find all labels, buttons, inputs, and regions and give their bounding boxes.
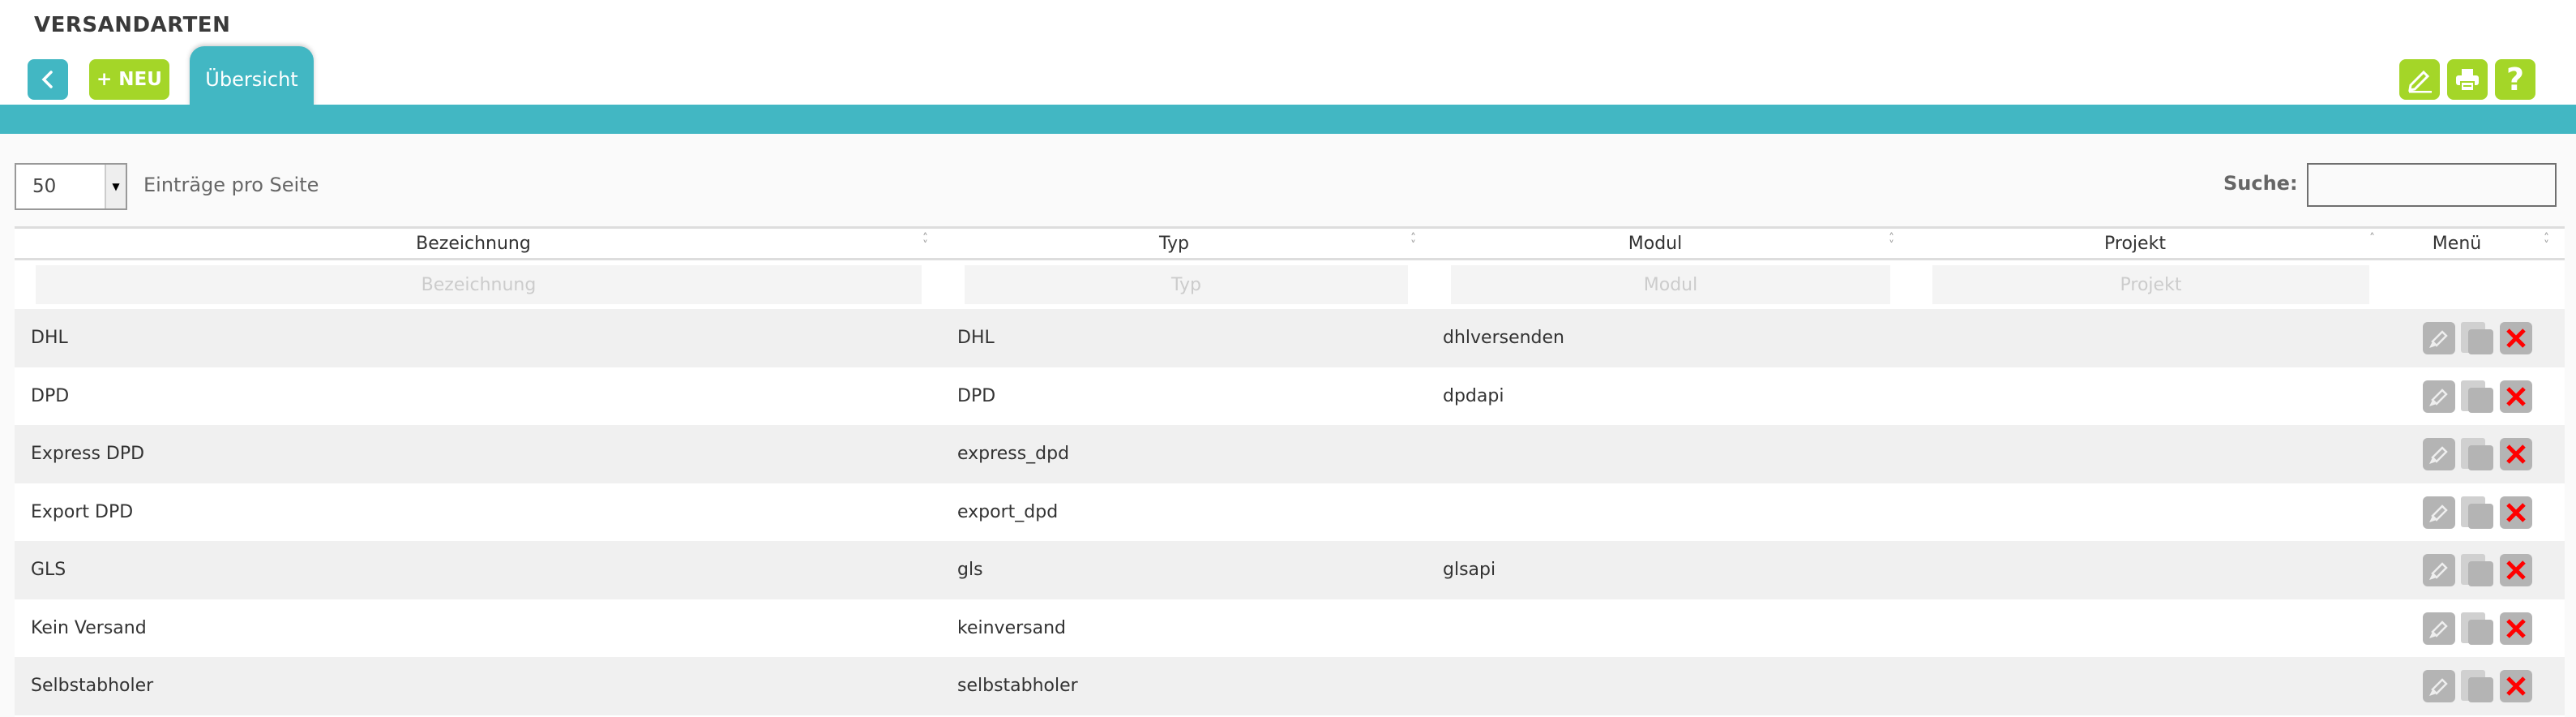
table-row[interactable]: DPD DPD dpdapi xyxy=(15,367,2565,426)
cell-modul: glsapi xyxy=(1443,560,1496,581)
sort-asc-icon[interactable]: ˄ xyxy=(2369,232,2375,245)
cell-bezeichnung: Kein Versand xyxy=(31,617,147,638)
delete-icon[interactable] xyxy=(2500,670,2532,702)
cell-typ: DHL xyxy=(957,328,995,349)
print-button[interactable] xyxy=(2447,59,2488,100)
tab-bar xyxy=(0,105,2576,134)
page-size-select[interactable]: 50 ▼ xyxy=(15,163,127,210)
shipping-methods-table: Bezeichnung ˄ ˅ Typ ˄ ˅ Modul ˄ ˅ Projekt ˄… xyxy=(15,226,2565,717)
table-row[interactable]: Kein Versand keinversand xyxy=(15,599,2565,658)
delete-icon[interactable] xyxy=(2500,438,2532,470)
copy-icon[interactable] xyxy=(2461,438,2493,470)
cell-modul: dhlversenden xyxy=(1443,328,1565,349)
cell-bezeichnung: Export DPD xyxy=(31,501,134,522)
cell-typ: DPD xyxy=(957,385,996,406)
search-label: Suche: xyxy=(2223,172,2298,195)
column-header-projekt[interactable]: Projekt xyxy=(2104,233,2166,254)
table-row[interactable]: Export DPD export_dpd xyxy=(15,483,2565,542)
search-input[interactable] xyxy=(2307,163,2557,207)
copy-icon[interactable] xyxy=(2461,670,2493,702)
page-size-label: Einträge pro Seite xyxy=(143,174,319,196)
edit-icon[interactable] xyxy=(2423,322,2455,354)
sort-icon[interactable]: ˄ ˅ xyxy=(2544,232,2549,252)
table-row[interactable]: Selbstabholer selbstabholer xyxy=(15,657,2565,715)
tab-overview[interactable]: Übersicht xyxy=(190,46,314,108)
table-row[interactable]: GLS gls glsapi xyxy=(15,541,2565,599)
edit-icon[interactable] xyxy=(2423,438,2455,470)
cell-typ: export_dpd xyxy=(957,501,1059,522)
delete-icon[interactable] xyxy=(2500,496,2532,529)
delete-icon[interactable] xyxy=(2500,322,2532,354)
cell-bezeichnung: DHL xyxy=(31,328,68,349)
table-header: Bezeichnung ˄ ˅ Typ ˄ ˅ Modul ˄ ˅ Projekt ˄… xyxy=(15,226,2565,260)
filter-typ[interactable]: Typ xyxy=(965,265,1408,304)
new-button[interactable]: + NEU xyxy=(89,59,169,100)
edit-icon xyxy=(2408,70,2432,93)
copy-icon[interactable] xyxy=(2461,322,2493,354)
edit-icon[interactable] xyxy=(2423,554,2455,586)
filter-projekt[interactable]: Projekt xyxy=(1932,265,2369,304)
cell-bezeichnung: DPD xyxy=(31,385,70,406)
edit-icon[interactable] xyxy=(2423,670,2455,702)
chevron-left-icon xyxy=(41,71,53,88)
table-row[interactable]: DHL DHL dhlversenden xyxy=(15,309,2565,367)
caret-down-icon[interactable]: ▼ xyxy=(105,165,126,208)
page-title: VERSANDARTEN xyxy=(34,13,231,37)
sort-icon[interactable]: ˄ ˅ xyxy=(922,232,928,252)
sort-icon[interactable]: ˄ ˅ xyxy=(1410,232,1416,252)
cell-typ: gls xyxy=(957,560,983,581)
copy-icon[interactable] xyxy=(2461,380,2493,413)
column-header-menu[interactable]: Menü xyxy=(2432,233,2482,254)
edit-icon[interactable] xyxy=(2423,496,2455,529)
page-size-value: 50 xyxy=(32,176,57,197)
cell-bezeichnung: Express DPD xyxy=(31,444,145,465)
copy-icon[interactable] xyxy=(2461,554,2493,586)
edit-icon[interactable] xyxy=(2423,612,2455,645)
column-header-modul[interactable]: Modul xyxy=(1628,233,1683,254)
column-header-bezeichnung[interactable]: Bezeichnung xyxy=(416,233,531,254)
help-button[interactable]: ? xyxy=(2495,59,2535,100)
edit-button[interactable] xyxy=(2399,59,2440,100)
delete-icon[interactable] xyxy=(2500,612,2532,645)
delete-icon[interactable] xyxy=(2500,380,2532,413)
filter-modul[interactable]: Modul xyxy=(1451,265,1890,304)
edit-icon[interactable] xyxy=(2423,380,2455,413)
copy-icon[interactable] xyxy=(2461,612,2493,645)
cell-typ: express_dpd xyxy=(957,444,1070,465)
cell-bezeichnung: Selbstabholer xyxy=(31,676,154,697)
cell-bezeichnung: GLS xyxy=(31,560,66,581)
cell-typ: keinversand xyxy=(957,617,1066,638)
back-button[interactable] xyxy=(28,59,68,100)
copy-icon[interactable] xyxy=(2461,496,2493,529)
print-icon xyxy=(2456,69,2479,92)
sort-icon[interactable]: ˄ ˅ xyxy=(1889,232,1894,252)
delete-icon[interactable] xyxy=(2500,554,2532,586)
cell-modul: dpdapi xyxy=(1443,385,1504,406)
column-header-typ[interactable]: Typ xyxy=(1159,233,1189,254)
table-row[interactable]: Express DPD express_dpd xyxy=(15,425,2565,483)
filter-bezeichnung[interactable]: Bezeichnung xyxy=(36,265,922,304)
cell-typ: selbstabholer xyxy=(957,676,1078,697)
